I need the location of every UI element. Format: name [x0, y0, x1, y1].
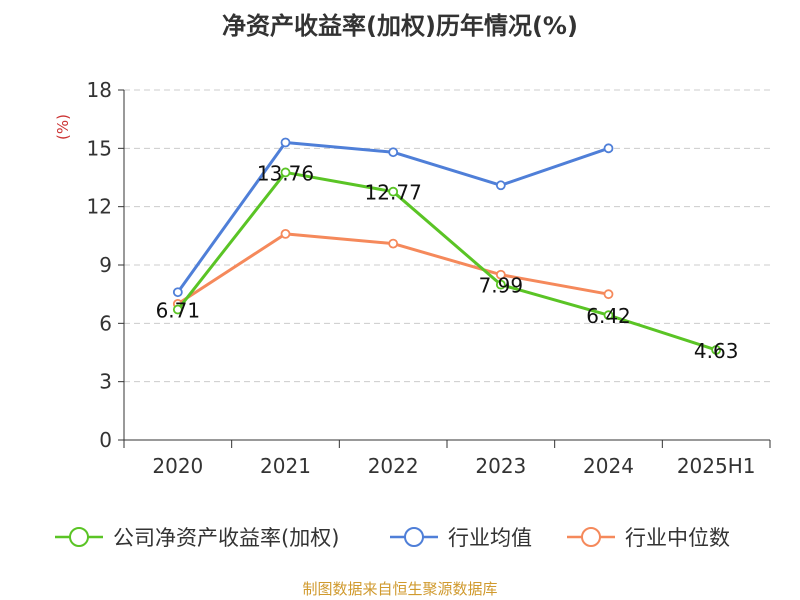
data-point-1	[388, 147, 399, 158]
data-label: 6.42	[586, 304, 631, 328]
legend-item-0: 公司净资产收益率(加权)	[113, 526, 339, 550]
data-point-2	[495, 269, 506, 280]
data-label: 7.99	[479, 274, 524, 298]
y-tick-label: 3	[99, 370, 112, 394]
data-label: 12.77	[365, 181, 422, 205]
y-tick-label: 12	[87, 195, 112, 219]
data-label: 13.76	[257, 161, 314, 185]
y-axis-label: (%)	[54, 114, 72, 140]
data-point-1	[172, 287, 183, 298]
x-tick-label: 2024	[583, 454, 634, 478]
series-layer	[172, 137, 722, 355]
data-label: 6.71	[156, 299, 201, 323]
axis-layer: 0 3 6 9 12 15 18 2020 2021 2022 2023 2024 2025H1 (%)	[54, 78, 771, 478]
data-point-1	[495, 180, 506, 191]
x-tick-label: 2022	[368, 454, 419, 478]
data-point-0	[280, 167, 291, 178]
y-tick-label: 6	[99, 311, 112, 335]
data-point-2	[280, 228, 291, 239]
legend-marker-0	[69, 527, 89, 547]
x-tick-label: 2020	[152, 454, 203, 478]
legend-marker-2	[581, 527, 601, 547]
data-label: 4.63	[694, 339, 739, 363]
data-point-0	[495, 279, 506, 290]
y-tick-label: 15	[87, 136, 112, 160]
series-line-1	[176, 141, 609, 294]
x-tick-label: 2023	[475, 454, 526, 478]
data-point-0	[603, 310, 614, 321]
series-line-0	[176, 170, 717, 352]
data-point-2	[388, 238, 399, 249]
legend-marker-1	[404, 527, 424, 547]
data-point-0	[172, 304, 183, 315]
y-tick-label: 18	[87, 78, 112, 102]
legend: 公司净资产收益率(加权) 行业均值 行业中位数	[55, 526, 730, 550]
data-label-layer: 6.71 13.76 12.77 7.99 6.42 4.63	[156, 161, 739, 363]
source-footer: 制图数据来自恒生聚源数据库	[302, 580, 498, 598]
chart-title: 净资产收益率(加权)历年情况(%)	[222, 12, 578, 40]
x-tick-label: 2025H1	[677, 454, 756, 478]
data-point-1	[280, 137, 291, 148]
data-point-0	[711, 345, 722, 355]
data-point-1	[603, 143, 614, 154]
y-tick-label: 9	[99, 253, 112, 277]
legend-item-2: 行业中位数	[625, 526, 730, 550]
y-tick-label: 0	[99, 428, 112, 452]
legend-item-1: 行业均值	[448, 526, 532, 550]
x-tick-label: 2021	[260, 454, 311, 478]
grid-layer	[124, 89, 770, 383]
data-point-0	[388, 186, 399, 197]
data-point-2	[603, 289, 614, 300]
